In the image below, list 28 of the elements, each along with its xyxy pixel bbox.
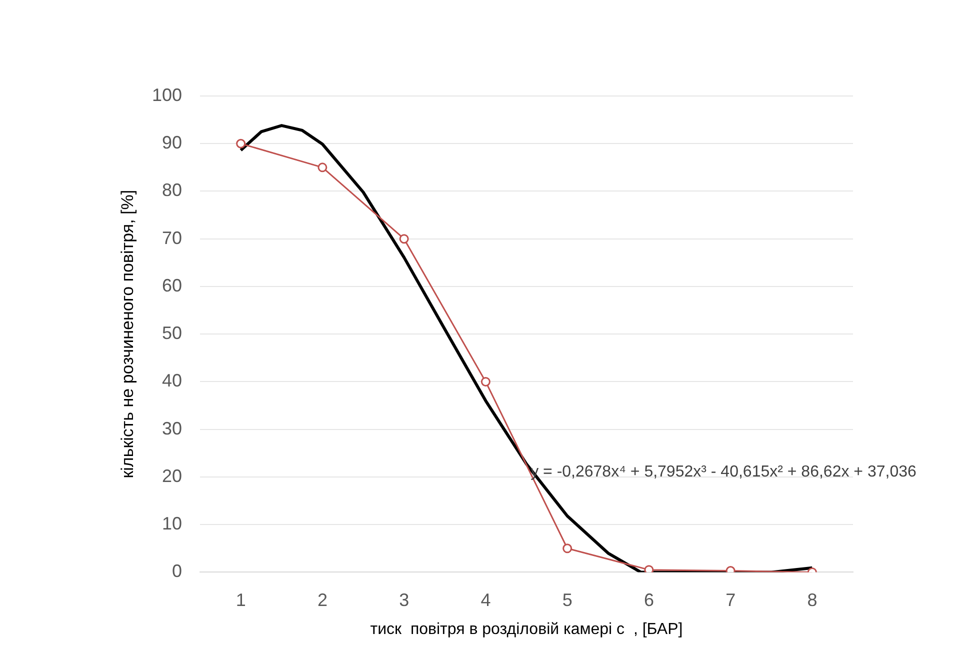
y-tick-label: 10: [162, 514, 182, 534]
y-tick-label: 20: [162, 466, 182, 486]
point: [562, 544, 572, 554]
y-tick-label: 60: [162, 275, 182, 296]
y-tick-label: 40: [162, 370, 182, 391]
point: [480, 376, 490, 386]
x-tick-label: 2: [317, 590, 328, 610]
y-tick-label: 30: [162, 418, 182, 438]
x-tick-label: 7: [726, 590, 736, 610]
x-tick-label: 4: [480, 590, 491, 610]
annotation: y = -0,2678x⁴ + 5,7952x³ - 40,615x² + 86,62x + 37,036: [530, 464, 916, 481]
y-axis-title: кількість не розчиненого повітря, [%]: [118, 190, 137, 478]
point: [399, 234, 409, 244]
point: [236, 138, 246, 148]
y-tick-label: 50: [162, 323, 182, 344]
x-tick-label: 3: [399, 590, 410, 610]
y-tick-label: 0: [172, 561, 182, 582]
x-tick-label: 6: [644, 590, 654, 610]
point: [644, 565, 654, 572]
x-tick-label: 1: [236, 590, 246, 610]
y-tick-label: 100: [152, 84, 182, 105]
x-tick-label: 8: [807, 590, 818, 610]
x-tick-label: 5: [562, 590, 572, 610]
y-tick-label: 80: [162, 180, 182, 200]
x-axis-title: тиск повітря в розділовій камері с , [БАР]: [370, 620, 683, 638]
y-tick-label: 90: [162, 132, 182, 153]
y-tick-label: 70: [162, 228, 182, 248]
point: [318, 162, 328, 172]
